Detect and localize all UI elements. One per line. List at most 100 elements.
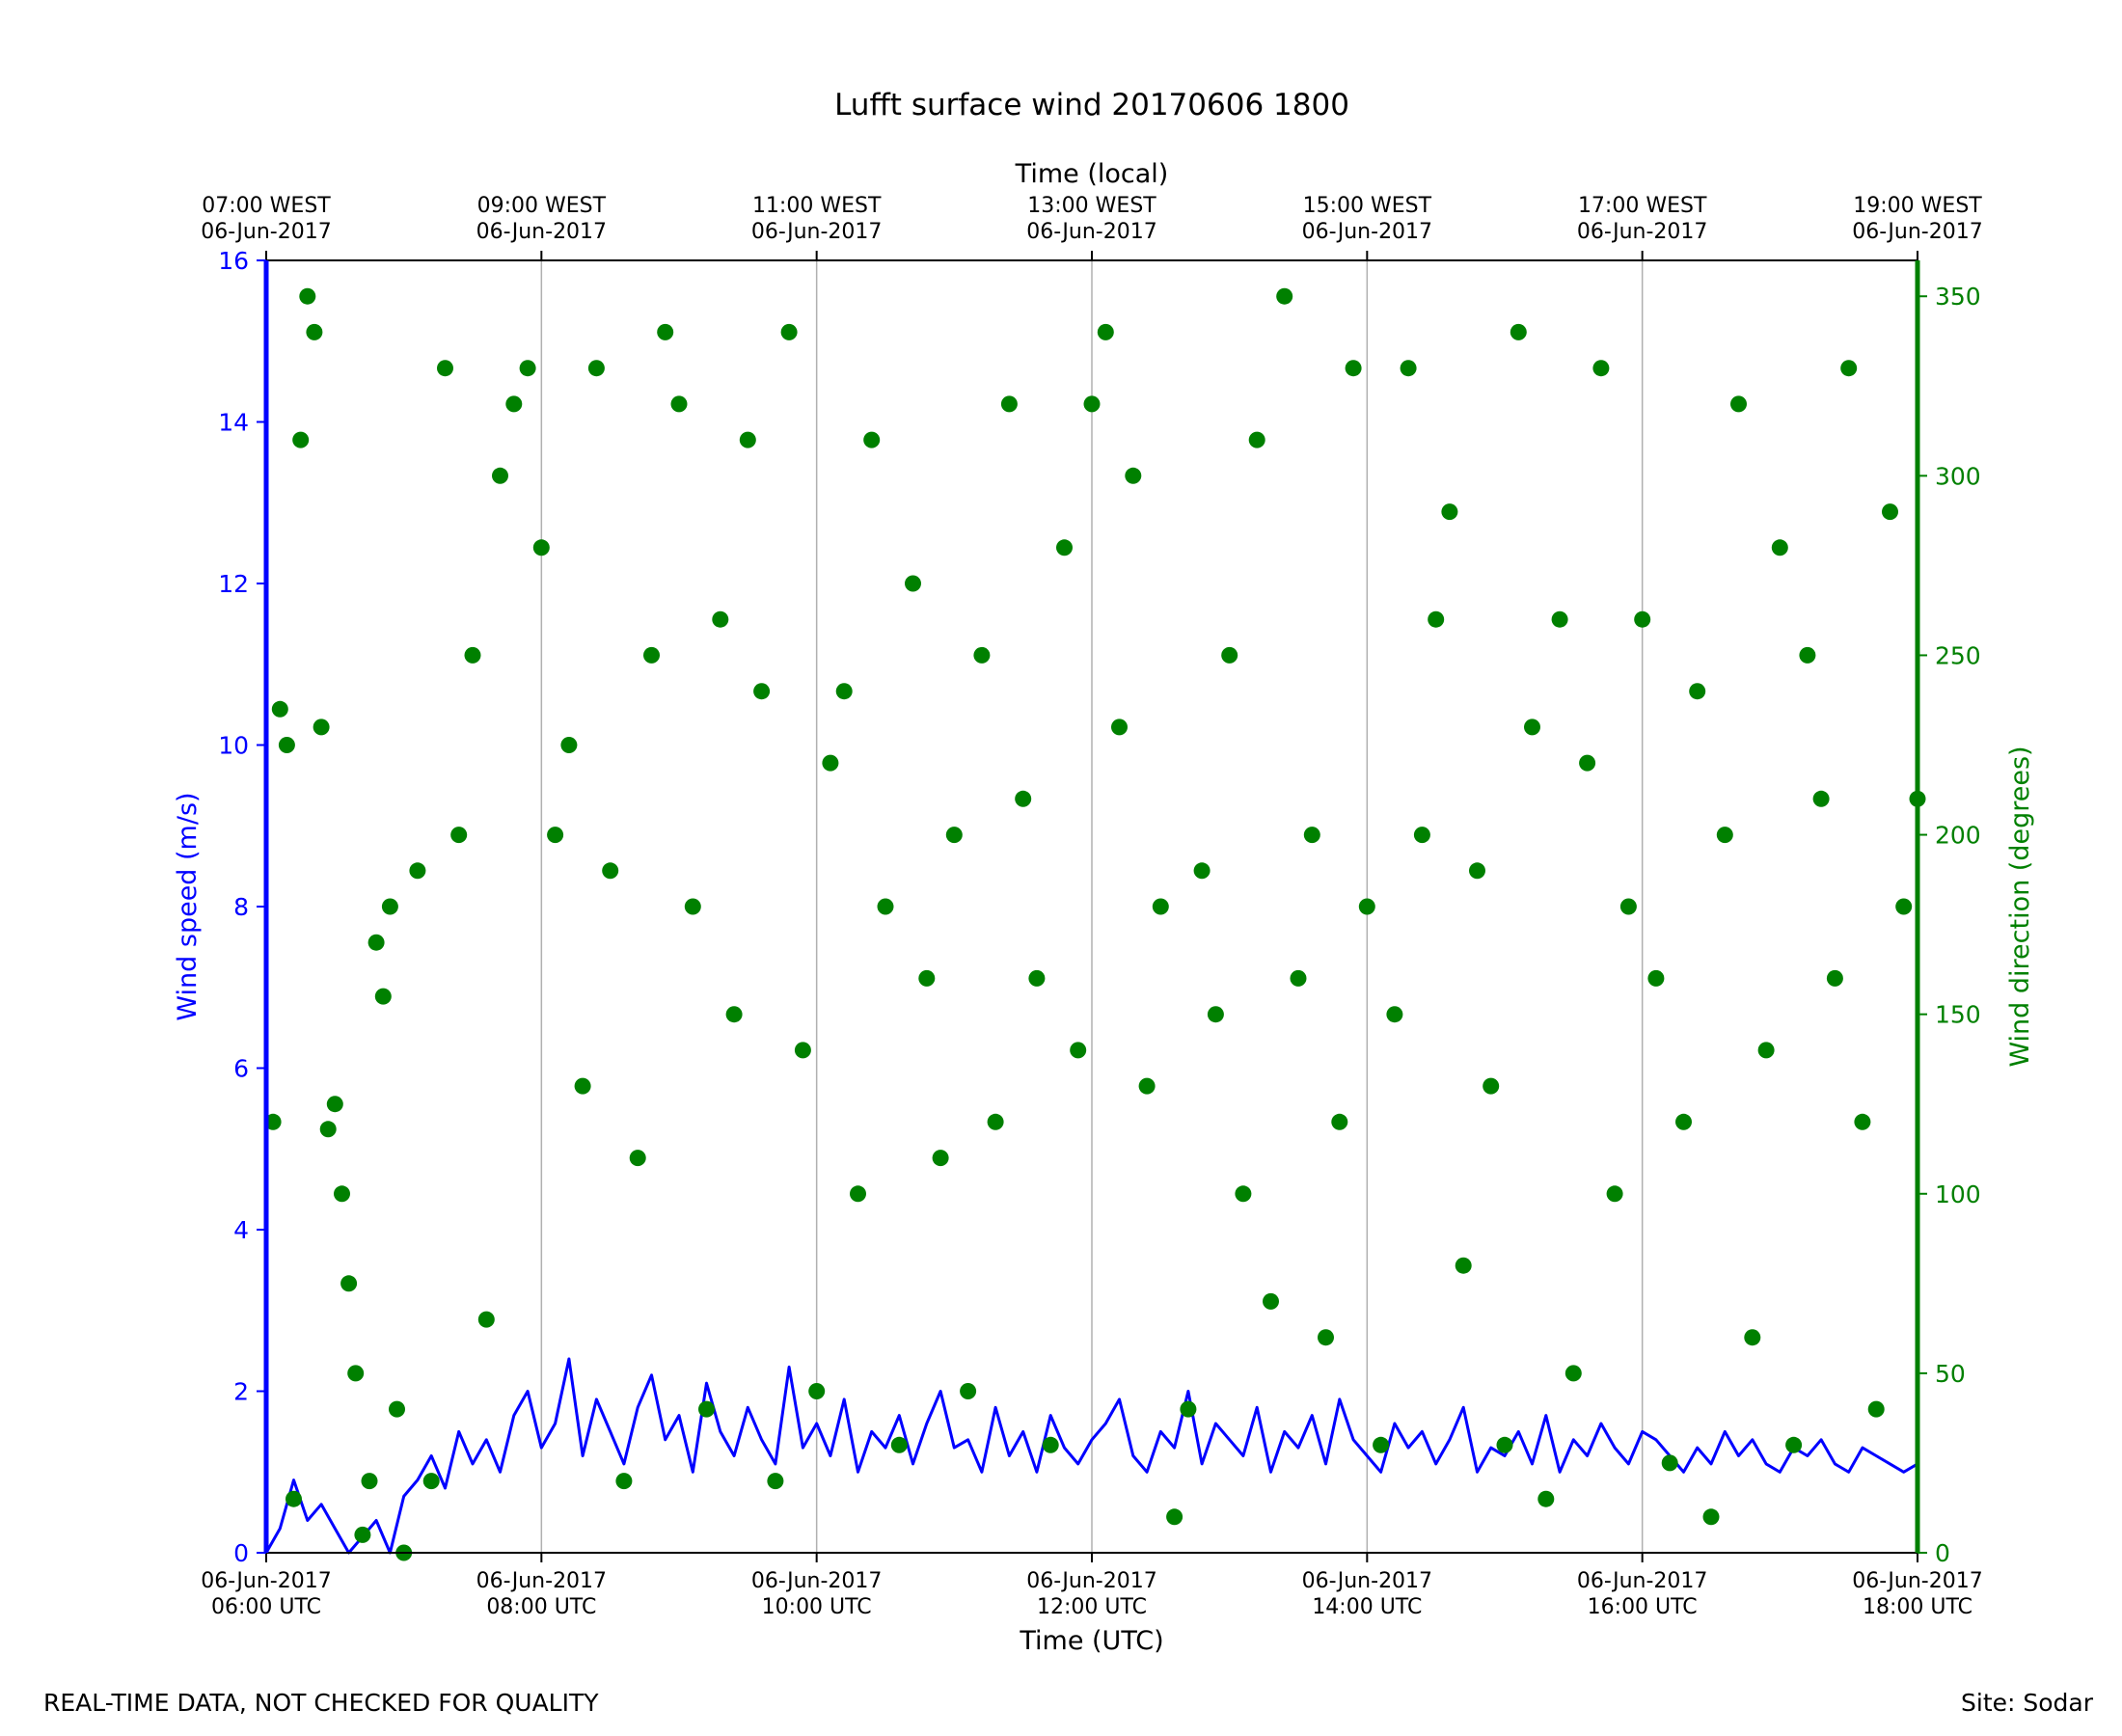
wind-speed-line xyxy=(264,1357,1918,1555)
wind-direction-point xyxy=(712,610,729,628)
wind-direction-point xyxy=(1028,969,1046,987)
wind-direction-point xyxy=(286,1490,302,1507)
wind-direction-point xyxy=(1386,1006,1403,1023)
wind-direction-point xyxy=(1524,719,1540,736)
right-y-tick-label: 200 xyxy=(1935,822,1981,850)
wind-direction-point xyxy=(1441,503,1458,521)
wind-direction-point xyxy=(973,646,991,664)
wind-direction-point xyxy=(409,862,426,880)
wind-direction-point xyxy=(334,1185,350,1203)
right-y-tick-label: 300 xyxy=(1935,462,1981,490)
wind-direction-point xyxy=(1537,1490,1555,1507)
right-y-tick-label: 0 xyxy=(1935,1539,1950,1567)
wind-direction-point xyxy=(1799,646,1816,664)
wind-direction-point xyxy=(1235,1185,1252,1203)
wind-direction-point xyxy=(1716,827,1733,844)
wind-direction-point xyxy=(326,1096,343,1113)
top-x-tick-label: 13:00 WEST xyxy=(1027,194,1156,218)
wind-direction-point xyxy=(1276,287,1293,305)
wind-direction-point xyxy=(1606,1185,1623,1203)
wind-direction-point xyxy=(361,1473,378,1490)
left-y-tick-label: 8 xyxy=(233,893,249,921)
top-x-tick-label: 06-Jun-2017 xyxy=(201,220,331,244)
wind-direction-point xyxy=(1373,1436,1390,1453)
wind-direction-point xyxy=(1331,1113,1348,1130)
wind-direction-point xyxy=(1854,1113,1871,1130)
wind-direction-point xyxy=(1428,610,1445,628)
wind-direction-point xyxy=(1675,1113,1692,1130)
left-y-tick-label: 6 xyxy=(233,1055,249,1083)
wind-direction-point xyxy=(918,969,936,987)
wind-direction-point xyxy=(1056,539,1073,556)
wind-direction-point xyxy=(1895,898,1913,915)
wind-direction-point xyxy=(643,646,660,664)
top-x-tick-label: 06-Jun-2017 xyxy=(1026,220,1156,244)
wind-direction-point xyxy=(1042,1436,1059,1453)
wind-direction-point xyxy=(1619,898,1637,915)
wind-direction-point xyxy=(1455,1257,1472,1274)
wind-direction-point xyxy=(657,323,674,340)
grid-lines xyxy=(265,260,1918,1553)
top-x-tick-label: 19:00 WEST xyxy=(1853,194,1982,218)
wind-direction-point xyxy=(1180,1400,1197,1418)
top-x-tick-label: 11:00 WEST xyxy=(752,194,882,218)
wind-direction-point xyxy=(1785,1436,1803,1453)
wind-direction-point xyxy=(835,683,853,700)
bottom-x-axis-label: Time (UTC) xyxy=(1019,1626,1163,1656)
left-y-tick-label: 10 xyxy=(218,732,249,760)
bottom-x-tick-label: 06-Jun-2017 xyxy=(1026,1569,1156,1593)
wind-direction-point xyxy=(1413,827,1430,844)
wind-direction-point xyxy=(1647,969,1665,987)
wind-direction-point xyxy=(340,1275,358,1292)
wind-direction-point xyxy=(960,1383,977,1399)
wind-direction-point xyxy=(1400,360,1417,377)
wind-direction-point xyxy=(1166,1508,1183,1526)
wind-direction-point xyxy=(863,431,881,448)
wind-direction-point xyxy=(505,395,523,413)
wind-direction-point xyxy=(767,1473,784,1490)
wind-direction-point xyxy=(1730,395,1747,413)
wind-direction-point xyxy=(271,700,288,718)
wind-direction-point xyxy=(1867,1400,1885,1418)
wind-direction-point xyxy=(1592,360,1610,377)
wind-direction-point xyxy=(1634,610,1651,628)
wind-direction-point xyxy=(374,988,392,1005)
wind-direction-point xyxy=(477,1311,495,1328)
wind-direction-point xyxy=(1221,646,1238,664)
wind-direction-point xyxy=(381,898,398,915)
quality-disclaimer: REAL-TIME DATA, NOT CHECKED FOR QUALITY xyxy=(43,1689,599,1717)
wind-direction-point xyxy=(1138,1077,1156,1095)
wind-direction-point xyxy=(725,1006,743,1023)
wind-direction-point xyxy=(1882,503,1898,521)
right-y-tick-label: 150 xyxy=(1935,1001,1981,1029)
wind-direction-point xyxy=(1744,1329,1761,1346)
bottom-x-tick-label: 12:00 UTC xyxy=(1037,1595,1147,1619)
bottom-x-tick-label: 18:00 UTC xyxy=(1863,1595,1972,1619)
bottom-x-tick-label: 10:00 UTC xyxy=(762,1595,872,1619)
wind-direction-point xyxy=(794,1042,811,1059)
wind-direction-point xyxy=(1510,323,1527,340)
wind-direction-point xyxy=(1207,1006,1224,1023)
wind-direction-point xyxy=(1070,1042,1087,1059)
wind-direction-point xyxy=(822,754,839,772)
wind-direction-point xyxy=(292,431,310,448)
top-x-tick-label: 06-Jun-2017 xyxy=(476,220,607,244)
left-y-tick-label: 16 xyxy=(218,247,249,275)
wind-direction-point xyxy=(670,395,688,413)
wind-direction-point xyxy=(1689,683,1706,700)
wind-direction-point xyxy=(850,1185,866,1203)
wind-direction-point xyxy=(1661,1454,1678,1472)
bottom-x-tick-label: 16:00 UTC xyxy=(1588,1595,1698,1619)
top-x-tick-label: 06-Jun-2017 xyxy=(1852,220,1982,244)
wind-direction-point xyxy=(1083,395,1101,413)
left-y-tick-label: 14 xyxy=(218,409,249,437)
wind-direction-point xyxy=(987,1113,1004,1130)
wind-direction-point xyxy=(1757,1042,1775,1059)
left-y-tick-label: 4 xyxy=(233,1216,249,1244)
right-y-tick-label: 350 xyxy=(1935,283,1981,311)
wind-direction-point xyxy=(313,719,330,736)
wind-direction-point xyxy=(299,287,316,305)
wind-direction-point xyxy=(905,575,921,592)
bottom-x-tick-label: 06-Jun-2017 xyxy=(751,1569,882,1593)
